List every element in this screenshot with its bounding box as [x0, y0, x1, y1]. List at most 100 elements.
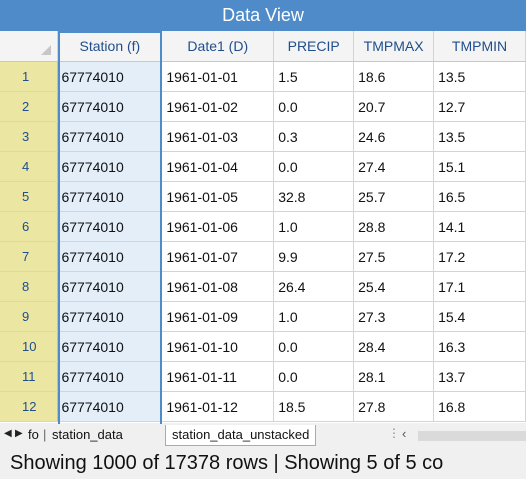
row-number[interactable]: 12 — [0, 391, 59, 422]
date-cell[interactable]: 1961-01-05 — [161, 181, 275, 212]
row-number[interactable]: 1 — [0, 61, 59, 92]
tmpmax-cell[interactable]: 24.6 — [353, 121, 435, 152]
row-number[interactable]: 10 — [0, 331, 59, 362]
tmpmax-cell[interactable]: 18.6 — [353, 61, 435, 92]
date-cell[interactable]: 1961-01-10 — [161, 331, 275, 362]
tmpmin-cell[interactable]: 16.8 — [433, 391, 526, 422]
table-row[interactable]: 4 67774010 1961-01-04 0.0 27.4 15.1 — [0, 151, 526, 182]
station-cell[interactable]: 67774010 — [57, 361, 163, 392]
precip-cell[interactable]: 0.3 — [273, 121, 355, 152]
table-row[interactable]: 9 67774010 1961-01-09 1.0 27.3 15.4 — [0, 301, 526, 332]
tmpmin-cell[interactable]: 13.5 — [433, 121, 526, 152]
station-cell[interactable]: 67774010 — [57, 181, 163, 212]
tmpmax-cell[interactable]: 28.1 — [353, 361, 435, 392]
precip-cell[interactable]: 0.0 — [273, 151, 355, 182]
tmpmin-cell[interactable]: 17.1 — [433, 271, 526, 302]
tmpmax-cell[interactable]: 25.7 — [353, 181, 435, 212]
row-number[interactable]: 4 — [0, 151, 59, 182]
row-number[interactable]: 6 — [0, 211, 59, 242]
station-cell[interactable]: 67774010 — [57, 241, 163, 272]
precip-cell[interactable]: 0.0 — [273, 331, 355, 362]
column-header-tmpmax[interactable]: TMPMAX — [353, 31, 435, 62]
scroll-left-icon[interactable]: ‹ — [402, 426, 407, 441]
tmpmax-cell[interactable]: 27.8 — [353, 391, 435, 422]
tmpmax-cell[interactable]: 27.3 — [353, 301, 435, 332]
tmpmax-cell[interactable]: 27.4 — [353, 151, 435, 182]
tmpmin-cell[interactable]: 14.1 — [433, 211, 526, 242]
tmpmin-cell[interactable]: 15.1 — [433, 151, 526, 182]
horizontal-scrollbar[interactable] — [418, 431, 526, 441]
sheet-tab-station-data[interactable]: station_data — [52, 427, 123, 442]
station-cell[interactable]: 67774010 — [57, 211, 163, 242]
table-row[interactable]: 6 67774010 1961-01-06 1.0 28.8 14.1 — [0, 211, 526, 242]
column-header-tmpmin[interactable]: TMPMIN — [433, 31, 526, 62]
tmpmin-cell[interactable]: 16.5 — [433, 181, 526, 212]
table-row[interactable]: 8 67774010 1961-01-08 26.4 25.4 17.1 — [0, 271, 526, 302]
row-number[interactable]: 7 — [0, 241, 59, 272]
precip-cell[interactable]: 1.0 — [273, 211, 355, 242]
station-cell[interactable]: 67774010 — [57, 301, 163, 332]
date-cell[interactable]: 1961-01-02 — [161, 91, 275, 122]
select-all-corner[interactable] — [0, 31, 59, 62]
tmpmax-cell[interactable]: 28.8 — [353, 211, 435, 242]
date-cell[interactable]: 1961-01-08 — [161, 271, 275, 302]
precip-cell[interactable]: 9.9 — [273, 241, 355, 272]
tmpmin-cell[interactable]: 13.5 — [433, 61, 526, 92]
column-header-precip[interactable]: PRECIP — [273, 31, 355, 62]
station-cell[interactable]: 67774010 — [57, 331, 163, 362]
row-number[interactable]: 5 — [0, 181, 59, 212]
tmpmax-cell[interactable]: 28.4 — [353, 331, 435, 362]
triangle-left-icon[interactable]: ◀ — [4, 428, 12, 439]
column-header-station[interactable]: Station (f) — [57, 31, 163, 62]
precip-cell[interactable]: 18.5 — [273, 391, 355, 422]
tmpmin-cell[interactable]: 17.2 — [433, 241, 526, 272]
row-number[interactable]: 3 — [0, 121, 59, 152]
date-cell[interactable]: 1961-01-09 — [161, 301, 275, 332]
window-title: Data View — [0, 0, 526, 31]
station-cell[interactable]: 67774010 — [57, 271, 163, 302]
tmpmax-cell[interactable]: 27.5 — [353, 241, 435, 272]
row-number[interactable]: 9 — [0, 301, 59, 332]
date-cell[interactable]: 1961-01-07 — [161, 241, 275, 272]
date-cell[interactable]: 1961-01-01 — [161, 61, 275, 92]
table-row[interactable]: 11 67774010 1961-01-11 0.0 28.1 13.7 — [0, 361, 526, 392]
precip-cell[interactable]: 1.0 — [273, 301, 355, 332]
station-cell[interactable]: 67774010 — [57, 91, 163, 122]
table-row[interactable]: 12 67774010 1961-01-12 18.5 27.8 16.8 — [0, 391, 526, 422]
sheet-tab-station-data-unstacked[interactable]: station_data_unstacked — [165, 425, 317, 446]
data-grid[interactable]: Station (f) Date1 (D) PRECIP TMPMAX TMPM… — [0, 31, 526, 423]
column-header-date1[interactable]: Date1 (D) — [161, 31, 275, 62]
station-cell[interactable]: 67774010 — [57, 61, 163, 92]
date-cell[interactable]: 1961-01-12 — [161, 391, 275, 422]
precip-cell[interactable]: 26.4 — [273, 271, 355, 302]
station-cell[interactable]: 67774010 — [57, 391, 163, 422]
table-row[interactable]: 7 67774010 1961-01-07 9.9 27.5 17.2 — [0, 241, 526, 272]
table-row[interactable]: 2 67774010 1961-01-02 0.0 20.7 12.7 — [0, 91, 526, 122]
date-cell[interactable]: 1961-01-03 — [161, 121, 275, 152]
tmpmin-cell[interactable]: 16.3 — [433, 331, 526, 362]
sheet-tab-fo[interactable]: fo — [28, 427, 39, 442]
tmpmax-cell[interactable]: 25.4 — [353, 271, 435, 302]
table-row[interactable]: 3 67774010 1961-01-03 0.3 24.6 13.5 — [0, 121, 526, 152]
table-row[interactable]: 10 67774010 1961-01-10 0.0 28.4 16.3 — [0, 331, 526, 362]
row-number[interactable]: 11 — [0, 361, 59, 392]
date-cell[interactable]: 1961-01-04 — [161, 151, 275, 182]
station-cell[interactable]: 67774010 — [57, 121, 163, 152]
tmpmin-cell[interactable]: 12.7 — [433, 91, 526, 122]
date-cell[interactable]: 1961-01-11 — [161, 361, 275, 392]
table-row[interactable]: 5 67774010 1961-01-05 32.8 25.7 16.5 — [0, 181, 526, 212]
table-row[interactable]: 1 67774010 1961-01-01 1.5 18.6 13.5 — [0, 61, 526, 92]
date-cell[interactable]: 1961-01-06 — [161, 211, 275, 242]
precip-cell[interactable]: 32.8 — [273, 181, 355, 212]
tab-splitter-handle[interactable]: ⋮ — [388, 426, 400, 440]
precip-cell[interactable]: 1.5 — [273, 61, 355, 92]
row-number[interactable]: 2 — [0, 91, 59, 122]
tmpmax-cell[interactable]: 20.7 — [353, 91, 435, 122]
precip-cell[interactable]: 0.0 — [273, 361, 355, 392]
station-cell[interactable]: 67774010 — [57, 151, 163, 182]
row-number[interactable]: 8 — [0, 271, 59, 302]
triangle-right-icon[interactable]: ▶ — [15, 428, 23, 439]
tmpmin-cell[interactable]: 15.4 — [433, 301, 526, 332]
tmpmin-cell[interactable]: 13.7 — [433, 361, 526, 392]
precip-cell[interactable]: 0.0 — [273, 91, 355, 122]
